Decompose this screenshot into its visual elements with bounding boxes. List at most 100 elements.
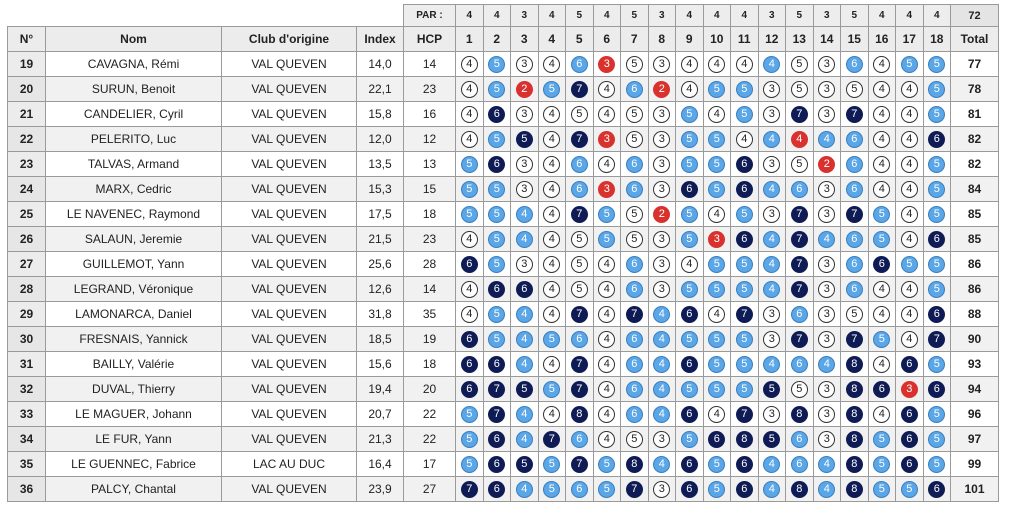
player-hcp: 23 (403, 226, 456, 252)
hole-score: 4 (460, 130, 478, 148)
hole-score: 6 (460, 355, 478, 373)
player-total: 96 (950, 401, 999, 427)
hole-score: 3 (598, 55, 616, 73)
hole-score-cell: 6 (895, 451, 924, 477)
hole-score-cell: 4 (867, 401, 896, 427)
hole-score: 4 (818, 355, 836, 373)
header-hole-2: 2 (482, 26, 511, 52)
hole-score: 6 (680, 355, 698, 373)
hole-score-cell: 6 (675, 451, 704, 477)
hole-score: 4 (598, 405, 616, 423)
hole-score-cell: 3 (647, 176, 676, 202)
hole-score: 5 (488, 205, 506, 223)
table-row: 29 LAMONARCA, Daniel VAL QUEVEN 31,8 35 4 5 4 4 7… (7, 301, 999, 327)
hole-score-cell: 7 (785, 226, 814, 252)
hole-score: 6 (570, 155, 588, 173)
hole-score-cell: 4 (867, 301, 896, 327)
hole-score-cell: 4 (895, 201, 924, 227)
hole-score-cell: 6 (895, 426, 924, 452)
hole-score-cell: 7 (565, 376, 594, 402)
hole-score: 4 (763, 280, 781, 298)
player-number: 20 (7, 76, 46, 102)
hole-score-cell: 5 (922, 151, 951, 177)
hole-score-cell: 6 (922, 301, 951, 327)
hole-score-cell: 4 (867, 76, 896, 102)
hole-score-cell: 3 (812, 251, 841, 277)
header-hole-12: 12 (757, 26, 786, 52)
hole-score-cell: 5 (565, 276, 594, 302)
hole-score: 5 (845, 305, 863, 323)
table-row: 25 LE NAVENEC, Raymond VAL QUEVEN 17,5 18 5 5 4… (7, 201, 999, 227)
header-hole-6: 6 (592, 26, 621, 52)
player-index: 19,4 (356, 376, 404, 402)
hole-score-cell: 4 (510, 351, 539, 377)
player-club: VAL QUEVEN (221, 476, 357, 502)
hole-score-cell: 4 (730, 51, 759, 77)
hole-score: 4 (873, 155, 891, 173)
hole-score: 4 (460, 80, 478, 98)
hole-score: 6 (928, 380, 946, 398)
hole-score: 4 (818, 480, 836, 498)
hole-score: 6 (900, 405, 918, 423)
par-label: PAR : (403, 4, 456, 27)
table-row: 33 LE MAGUER, Johann VAL QUEVEN 20,7 22 5 7 4 4 8… (7, 401, 999, 427)
player-index: 20,7 (356, 401, 404, 427)
hole-score-cell: 5 (922, 51, 951, 77)
hole-score: 4 (515, 305, 533, 323)
hole-score: 3 (653, 180, 671, 198)
hole-score: 5 (460, 155, 478, 173)
hole-score: 4 (873, 355, 891, 373)
player-index: 13,5 (356, 151, 404, 177)
hole-score-cell: 4 (757, 176, 786, 202)
hole-score: 4 (900, 205, 918, 223)
hole-score-cell: 6 (620, 376, 649, 402)
hole-score: 4 (900, 330, 918, 348)
hole-score-cell: 5 (757, 376, 786, 402)
hole-score-cell: 5 (757, 426, 786, 452)
hole-score-cell: 4 (455, 226, 484, 252)
hole-score-cell: 5 (785, 76, 814, 102)
hole-score-cell: 4 (895, 151, 924, 177)
hole-score-cell: 4 (702, 301, 731, 327)
hole-score: 4 (735, 130, 753, 148)
hole-score-cell: 3 (647, 101, 676, 127)
hole-score: 6 (928, 130, 946, 148)
player-name: LE MAGUER, Johann (45, 401, 222, 427)
player-club: VAL QUEVEN (221, 326, 357, 352)
hole-score: 6 (845, 255, 863, 273)
hole-score-cell: 5 (482, 76, 511, 102)
hole-score: 3 (515, 180, 533, 198)
hole-score: 7 (570, 455, 588, 473)
hole-score: 3 (653, 55, 671, 73)
hole-score-cell: 3 (647, 51, 676, 77)
hole-score-cell: 5 (620, 126, 649, 152)
hole-score: 7 (845, 205, 863, 223)
hole-score-cell: 4 (675, 51, 704, 77)
hole-score-cell: 5 (592, 451, 621, 477)
hole-score: 5 (460, 205, 478, 223)
hole-score-cell: 7 (482, 401, 511, 427)
table-row: 28 LEGRAND, Véronique VAL QUEVEN 12,6 14 4 6 6 4… (7, 276, 999, 302)
hole-score-cell: 4 (867, 51, 896, 77)
hole-score-cell: 5 (482, 176, 511, 202)
hole-score: 7 (488, 380, 506, 398)
hole-score-cell: 5 (730, 351, 759, 377)
hole-score: 4 (598, 280, 616, 298)
player-hcp: 22 (403, 426, 456, 452)
player-hcp: 18 (403, 201, 456, 227)
hole-score-cell: 5 (537, 476, 566, 502)
hole-score-cell: 4 (730, 126, 759, 152)
hole-score-cell: 7 (840, 326, 869, 352)
header-hole-4: 4 (537, 26, 566, 52)
hole-score-cell: 6 (867, 376, 896, 402)
hole-score: 5 (515, 380, 533, 398)
player-index: 25,6 (356, 251, 404, 277)
par-hole-15: 5 (840, 4, 869, 27)
hole-score-cell: 3 (510, 151, 539, 177)
hole-score-cell: 8 (565, 401, 594, 427)
hole-score: 4 (515, 355, 533, 373)
hole-score: 5 (873, 230, 891, 248)
hole-score: 7 (625, 480, 643, 498)
hole-score: 4 (873, 55, 891, 73)
header-hole-7: 7 (620, 26, 649, 52)
